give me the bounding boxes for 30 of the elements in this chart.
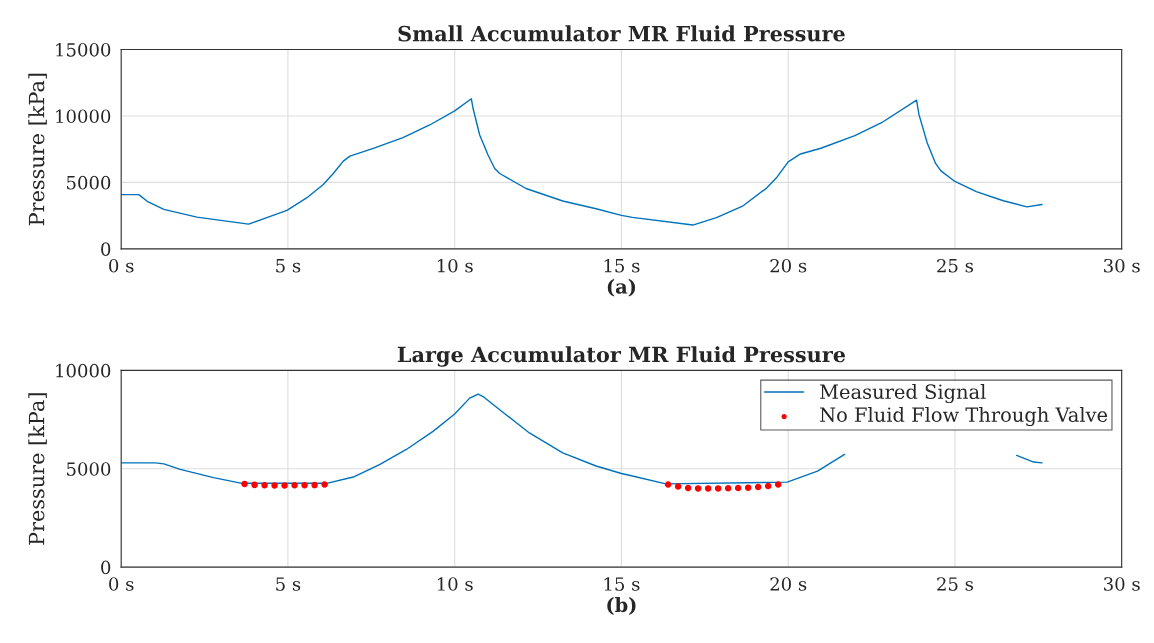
y-tick-label: 5000 (67, 462, 111, 476)
y-axis-title: Pressure [kPa] (28, 393, 47, 545)
legend-label: No Fluid Flow Through Valve (820, 406, 1108, 427)
legend-label: Measured Signal (820, 383, 986, 404)
x-axis-title: (b) (607, 597, 636, 615)
line-series (121, 98, 1043, 226)
x-tick-label: 15 s (604, 258, 640, 273)
x-tick-label: 10 s (437, 258, 473, 273)
x-tick-label: 30 s (1104, 258, 1140, 273)
x-tick-label: 30 s (1104, 577, 1140, 591)
x-tick-label: 5 s (276, 259, 301, 273)
x-tick-label: 0 s (109, 258, 134, 273)
chart-title: Small Accumulator MR Fluid Pressure (398, 25, 845, 42)
x-tick-label: 10 s (437, 577, 473, 591)
x-tick-label: 15 s (604, 577, 640, 591)
x-axis-title: (a) (607, 278, 636, 297)
x-tick-label: 20 s (770, 258, 807, 273)
y-axis-title: Pressure [kPa] (28, 73, 47, 226)
y-tick-label: 10000 (56, 363, 111, 378)
y-tick-label: 0 (101, 560, 111, 575)
x-tick-label: 25 s (937, 258, 973, 273)
y-tick-label: 5000 (67, 175, 111, 190)
x-tick-label: 25 s (937, 577, 973, 591)
y-tick-label: 15000 (56, 42, 111, 57)
x-tick-label: 20 s (770, 577, 807, 591)
y-tick-label: 10000 (56, 109, 111, 124)
x-tick-label: 5 s (276, 577, 301, 591)
chart-title: Large Accumulator MR Fluid Pressure (397, 346, 846, 367)
x-tick-label: 0 s (109, 577, 134, 591)
y-tick-label: 0 (101, 242, 111, 256)
